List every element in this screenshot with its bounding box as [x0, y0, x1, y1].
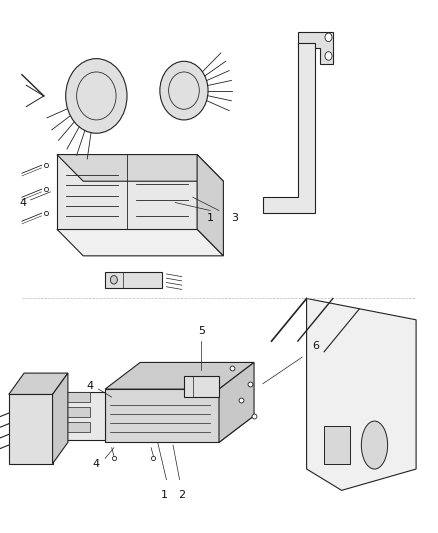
Polygon shape	[57, 229, 223, 256]
Polygon shape	[197, 155, 223, 256]
Polygon shape	[9, 394, 53, 464]
Bar	[55, 407, 90, 417]
Text: 2: 2	[178, 490, 185, 500]
Text: 4: 4	[19, 198, 26, 207]
Circle shape	[110, 276, 117, 284]
Text: 3: 3	[231, 213, 238, 223]
Polygon shape	[105, 272, 162, 288]
Bar	[55, 422, 90, 432]
Text: 4: 4	[86, 382, 93, 391]
Ellipse shape	[361, 421, 388, 469]
Polygon shape	[57, 155, 197, 229]
Polygon shape	[263, 43, 315, 213]
Circle shape	[325, 52, 332, 60]
Bar	[55, 392, 90, 402]
Polygon shape	[184, 376, 219, 397]
Bar	[324, 426, 350, 464]
Polygon shape	[298, 32, 333, 64]
Text: 1: 1	[207, 213, 214, 223]
Text: 4: 4	[93, 459, 100, 469]
Circle shape	[160, 61, 208, 120]
Polygon shape	[57, 155, 223, 181]
Circle shape	[325, 33, 332, 42]
Polygon shape	[105, 416, 254, 442]
Polygon shape	[9, 373, 68, 394]
Polygon shape	[53, 392, 105, 440]
Text: 5: 5	[198, 326, 205, 336]
Polygon shape	[105, 389, 219, 442]
Text: 6: 6	[312, 342, 319, 351]
Polygon shape	[53, 373, 68, 464]
Polygon shape	[105, 362, 254, 389]
Circle shape	[66, 59, 127, 133]
Text: 1: 1	[161, 490, 168, 500]
Polygon shape	[219, 362, 254, 442]
Polygon shape	[307, 298, 416, 490]
